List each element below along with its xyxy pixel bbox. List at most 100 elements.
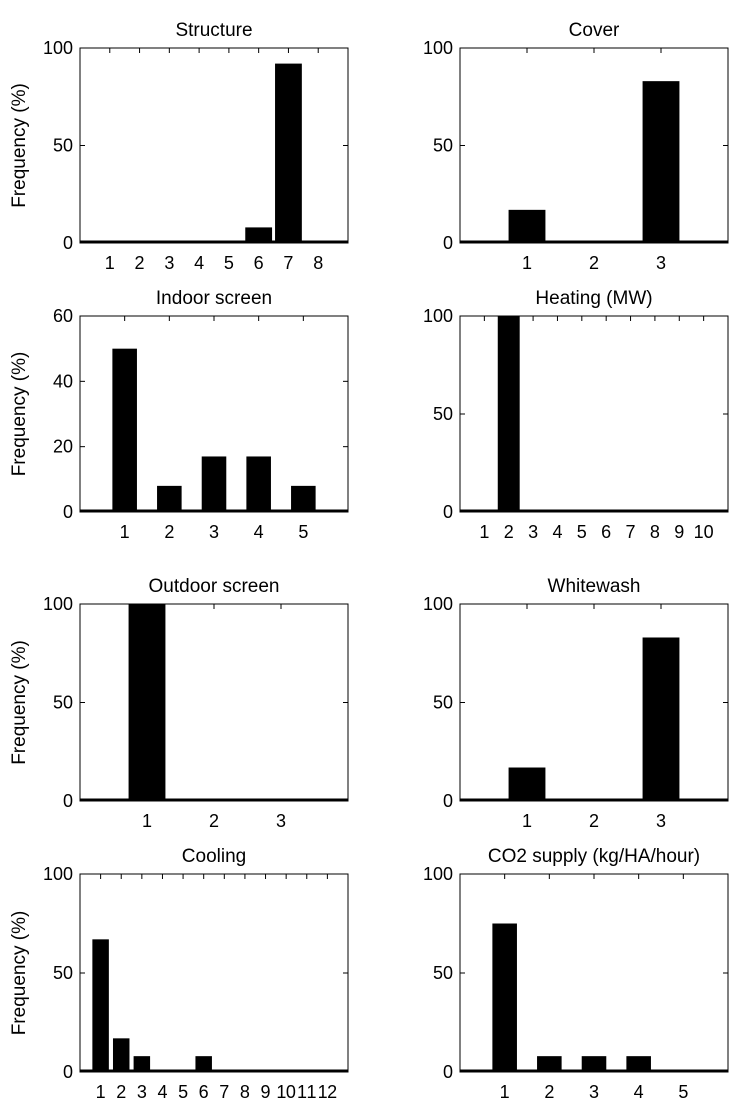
y-tick-label: 100 [43,864,73,884]
x-tick-label: 5 [224,253,234,273]
y-tick-label: 0 [63,1062,73,1082]
x-tick-label: 3 [656,253,666,273]
bar-6 [245,227,273,243]
x-tick-label: 4 [634,1082,644,1102]
chart-title: Structure [175,20,252,41]
x-tick-label: 7 [283,253,293,273]
x-tick-label: 4 [157,1082,167,1102]
x-tick-label: 2 [135,253,145,273]
x-tick-label: 1 [522,811,532,831]
y-tick-label: 50 [433,693,453,713]
bar-2 [112,1038,130,1072]
bar-1 [508,767,546,801]
x-tick-label: 2 [589,253,599,273]
x-tick-label: 5 [678,1082,688,1102]
chart-title: CO2 supply (kg/HA/hour) [488,846,700,867]
y-tick-label: 0 [63,502,73,522]
x-tick-label: 10 [694,522,714,542]
y-tick-label: 50 [53,693,73,713]
bar-3 [133,1056,151,1072]
x-tick-label: 11 [297,1082,317,1102]
y-axis-label: Frequency (%) [9,352,30,477]
bar-3 [642,81,680,244]
x-tick-label: 4 [552,522,562,542]
chart-title: Cooling [182,846,246,867]
bar-3 [201,456,227,512]
x-tick-label: 2 [544,1082,554,1102]
bar-4 [626,1056,651,1072]
x-tick-label: 1 [142,811,152,831]
chart-4: 0 50 100 1 2 3 4 5 6 7 8 9 10 Heating (MW) [423,288,729,542]
y-tick-label: 40 [53,371,73,391]
chart-title: Heating (MW) [535,288,652,309]
x-tick-label: 2 [164,522,174,542]
bar-6 [195,1056,212,1072]
x-tick-label: 7 [626,522,636,542]
x-tick-label: 1 [120,522,130,542]
x-tick-label: 5 [577,522,587,542]
bar-1 [92,939,109,1072]
bar-3 [642,637,680,801]
y-tick-label: 20 [53,437,73,457]
x-tick-label: 6 [601,522,611,542]
x-tick-label: 1 [96,1082,106,1102]
chart-title: Cover [569,20,620,41]
chart-3: 0 20 40 60 1 2 3 4 5 Indoor screen Frequency (%) [9,288,349,542]
y-tick-label: 100 [423,38,453,58]
y-axis-label: Frequency (%) [9,83,30,208]
x-tick-label: 9 [674,522,684,542]
y-tick-label: 50 [433,963,453,983]
x-tick-label: 4 [194,253,204,273]
y-tick-label: 50 [53,136,73,156]
y-tick-label: 0 [63,791,73,811]
x-tick-label: 9 [261,1082,271,1102]
x-tick-label: 8 [240,1082,250,1102]
chart-8: 0 50 100 1 2 3 4 5 CO2 supply (kg/HA/hour) [423,846,729,1102]
y-tick-label: 100 [43,38,73,58]
x-tick-label: 3 [164,253,174,273]
x-tick-label: 7 [219,1082,229,1102]
x-tick-label: 4 [254,522,264,542]
y-tick-label: 50 [53,963,73,983]
bar-3 [581,1056,607,1072]
x-tick-label: 5 [298,522,308,542]
x-tick-label: 3 [209,522,219,542]
chart-6: 0 50 100 1 2 3 Whitewash [423,576,729,831]
y-axis-label: Frequency (%) [9,911,30,1036]
y-tick-label: 0 [443,502,453,522]
x-tick-label: 6 [254,253,264,273]
y-tick-label: 100 [423,306,453,326]
x-tick-label: 2 [504,522,514,542]
chart-title: Whitewash [548,576,641,597]
axes-frame [459,603,729,802]
bar-2 [497,316,520,512]
bar-7 [275,63,302,243]
chart-5: 0 50 100 1 2 3 Outdoor screen Frequency (%) [9,576,349,831]
axes-frame [79,47,349,244]
y-tick-label: 0 [443,233,453,253]
x-tick-label: 5 [178,1082,188,1102]
bar-1 [508,209,546,243]
y-axis-label: Frequency (%) [9,640,30,765]
chart-title: Indoor screen [156,288,272,309]
y-tick-label: 60 [53,306,73,326]
y-tick-label: 100 [423,864,453,884]
x-tick-label: 1 [522,253,532,273]
bar-5 [291,485,316,512]
y-tick-label: 0 [443,1062,453,1082]
bar-4 [246,456,271,512]
chart-title: Outdoor screen [149,576,280,597]
y-tick-label: 0 [63,233,73,253]
x-tick-label: 1 [500,1082,510,1102]
x-tick-label: 3 [276,811,286,831]
y-tick-label: 100 [423,594,453,614]
x-tick-label: 12 [318,1082,338,1102]
x-tick-label: 2 [116,1082,126,1102]
y-tick-label: 0 [443,791,453,811]
y-tick-label: 50 [433,404,453,424]
x-tick-label: 1 [479,522,489,542]
x-tick-label: 3 [137,1082,147,1102]
x-tick-label: 6 [199,1082,209,1102]
